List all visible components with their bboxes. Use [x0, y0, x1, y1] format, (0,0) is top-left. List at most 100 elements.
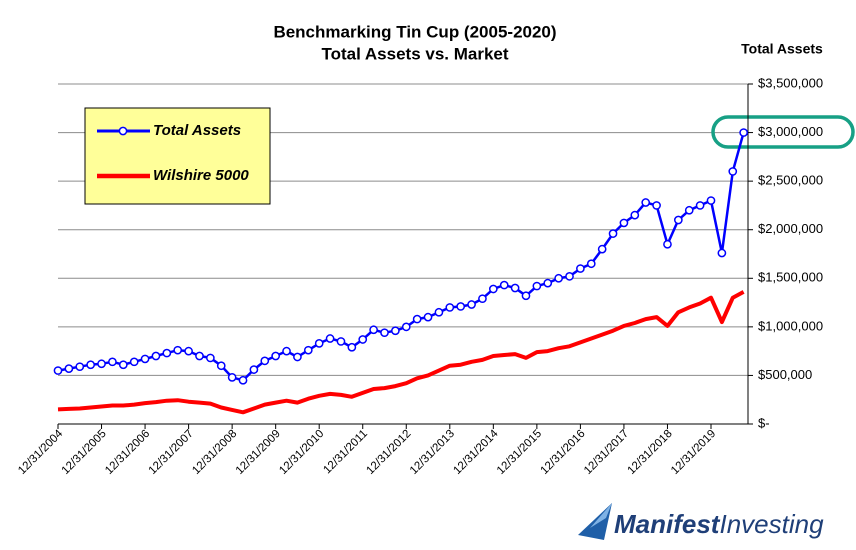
x-tick-label: 12/31/2014: [451, 427, 501, 477]
data-point: [293, 352, 302, 362]
data-point: [717, 248, 727, 258]
y-tick-label: $2,000,000: [758, 221, 823, 236]
data-point: [358, 335, 368, 344]
data-point: [630, 210, 640, 220]
data-point: [314, 339, 324, 348]
series-line: [57, 132, 745, 382]
data-point: [369, 325, 378, 335]
data-point: [184, 346, 193, 356]
data-point: [521, 291, 531, 301]
data-point: [684, 205, 694, 215]
y-tick-label: $3,500,000: [758, 75, 823, 90]
data-point: [456, 302, 466, 311]
data-point: [347, 342, 357, 352]
data-point: [75, 362, 85, 372]
logo-text-bold: Manifest: [614, 509, 721, 539]
data-point: [173, 345, 183, 355]
logo-icon: [578, 503, 612, 540]
data-point: [325, 334, 335, 343]
logo-text: ManifestInvesting: [614, 509, 824, 539]
data-point: [434, 307, 444, 317]
x-tick-label: 12/31/2005: [60, 428, 109, 477]
data-point: [391, 326, 400, 336]
data-point: [162, 348, 172, 358]
data-point: [249, 365, 259, 374]
data-point: [619, 218, 629, 228]
data-point: [488, 284, 498, 294]
x-tick-label: 12/31/2006: [103, 428, 152, 477]
x-tick-label: 12/31/2019: [669, 428, 718, 477]
data-point: [739, 128, 748, 137]
data-point: [336, 337, 346, 346]
data-point: [695, 201, 705, 210]
chart-title: Benchmarking Tin Cup (2005-2020): [273, 22, 556, 41]
data-point: [260, 356, 270, 366]
x-tick-label: 12/31/2018: [626, 428, 675, 477]
data-point: [401, 322, 411, 332]
x-tick-label: 12/31/2004: [16, 427, 66, 477]
data-point: [423, 312, 433, 322]
y-tick-label: $1,500,000: [758, 270, 823, 285]
logo-text-light: Investing: [719, 509, 824, 539]
x-tick-label: 12/31/2011: [321, 428, 370, 477]
legend-label: Wilshire 5000: [153, 167, 249, 184]
legend-box: [84, 107, 271, 205]
data-point: [151, 351, 161, 361]
data-point: [206, 353, 215, 363]
data-point: [641, 198, 651, 207]
x-tick-label: 12/31/2016: [538, 428, 587, 477]
x-tick-label: 12/31/2008: [190, 428, 239, 477]
data-point: [597, 244, 607, 254]
data-point: [652, 201, 661, 210]
data-point: [195, 351, 204, 361]
series-line: [57, 290, 745, 415]
data-point: [271, 351, 281, 361]
data-point: [554, 273, 563, 283]
data-point: [586, 259, 596, 269]
data-point: [53, 366, 63, 375]
logo-icon-highlight: [590, 503, 612, 528]
data-point: [129, 357, 139, 367]
data-point: [227, 373, 237, 382]
data-point: [140, 354, 150, 364]
data-point: [86, 360, 95, 370]
data-point: [565, 271, 574, 281]
x-tick-label: 12/31/2012: [364, 428, 413, 477]
data-point: [64, 364, 74, 373]
y-tick-label: $500,000: [758, 367, 812, 382]
data-point: [543, 278, 553, 288]
highlight-ring: [711, 115, 855, 149]
data-point: [673, 215, 683, 225]
data-point: [412, 314, 422, 324]
data-point: [576, 264, 585, 273]
data-point: [663, 239, 672, 249]
data-point: [445, 303, 455, 312]
logo: ManifestInvesting: [578, 503, 824, 540]
legend-marker: [118, 126, 128, 136]
data-point: [303, 345, 313, 355]
x-tick-label: 12/31/2010: [277, 428, 326, 477]
legend-label: Total Assets: [153, 122, 241, 139]
data-point: [532, 281, 542, 291]
data-point: [467, 300, 476, 309]
data-point: [108, 357, 117, 367]
y-tick-label: $3,000,000: [758, 124, 823, 139]
data-point: [478, 294, 487, 304]
data-point: [380, 328, 389, 338]
data-point: [216, 361, 226, 371]
y-tick-label: $-: [758, 415, 770, 430]
legend: Total Assets Wilshire 5000: [84, 107, 271, 205]
y-tick-label: $2,500,000: [758, 173, 823, 188]
data-point: [118, 360, 128, 370]
data-point: [97, 359, 106, 369]
data-point: [706, 196, 716, 205]
data-point: [728, 167, 738, 176]
y-axis-label: Total Assets: [741, 41, 823, 57]
data-point: [510, 283, 520, 293]
x-tick-label: 12/31/2015: [495, 428, 544, 477]
y-tick-label: $1,000,000: [758, 318, 823, 333]
data-point: [282, 346, 291, 356]
x-tick-label: 12/31/2007: [147, 428, 196, 477]
chart-subtitle: Total Assets vs. Market: [321, 44, 508, 63]
